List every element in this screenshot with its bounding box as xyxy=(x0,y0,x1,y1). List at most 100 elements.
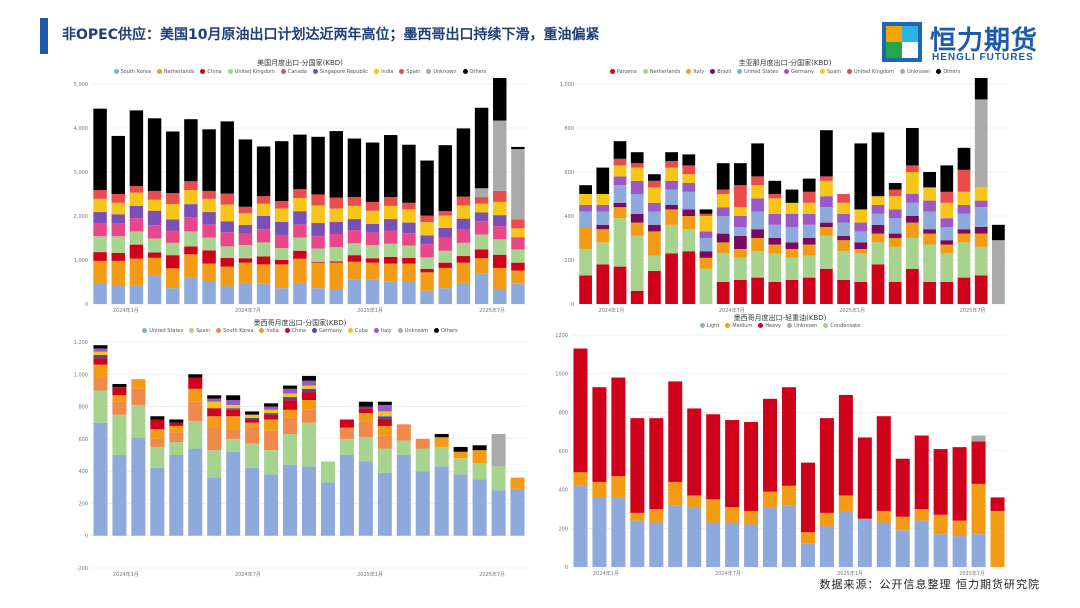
y-tick-label: 0 xyxy=(85,302,88,308)
bar-segment xyxy=(974,246,988,276)
bar-segment xyxy=(384,197,398,206)
legend-label: United States xyxy=(149,328,184,334)
legend-label: Germany xyxy=(318,328,342,334)
bar-segment xyxy=(293,250,307,259)
bar-segment xyxy=(895,530,910,567)
bar-segment xyxy=(630,418,645,513)
bar-segment xyxy=(131,404,146,438)
legend-item: Singapore Republic xyxy=(312,69,368,75)
legend-swatch xyxy=(399,69,405,74)
bar-segment xyxy=(147,252,162,258)
bar-segment xyxy=(311,261,325,263)
bar-segment xyxy=(93,351,108,355)
bar-segment xyxy=(438,145,452,212)
bar-segment xyxy=(275,260,289,265)
bar-segment xyxy=(906,216,919,223)
y-tick-label: 400 xyxy=(564,214,574,220)
bar-segment xyxy=(438,227,452,238)
bar-segment xyxy=(971,441,986,484)
bar-segment xyxy=(952,447,967,521)
bar-segment xyxy=(630,512,645,521)
x-tick-label: 2025年7月 xyxy=(959,570,985,577)
bar-segment xyxy=(630,167,644,181)
bar-segment xyxy=(573,472,588,486)
bar-segment xyxy=(781,505,797,567)
bar-segment xyxy=(111,214,125,224)
bar-segment xyxy=(493,267,507,290)
bar-segment xyxy=(596,224,610,230)
bar-segment xyxy=(150,438,165,447)
bar-segment xyxy=(630,213,644,223)
bar-segment xyxy=(420,244,434,258)
bar-segment xyxy=(511,219,525,229)
bar-segment xyxy=(668,481,683,506)
bar-segment xyxy=(734,257,747,280)
legend-item: Medium xyxy=(725,323,752,329)
legend-item: India xyxy=(259,328,279,334)
bar-segment xyxy=(438,211,452,216)
bar-segment xyxy=(871,205,885,214)
bar-segment xyxy=(751,198,764,212)
bar-segment xyxy=(952,520,967,537)
bar-segment xyxy=(906,238,919,269)
bar-segment xyxy=(166,193,180,205)
page-title: 非OPEC供应：美国10月原油出口计划达近两年高位；墨西哥出口持续下滑，重油偏紧 xyxy=(62,27,600,43)
bar-segment xyxy=(648,255,661,271)
bar-segment xyxy=(453,474,468,536)
legend-swatch xyxy=(284,328,290,333)
bar-segment xyxy=(493,215,507,227)
bar-segment xyxy=(613,141,627,159)
bar-segment xyxy=(923,187,936,201)
bar-segment xyxy=(456,262,471,283)
bar-segment xyxy=(131,379,146,389)
legend-label: Others xyxy=(943,69,961,75)
legend-label: Italy xyxy=(380,328,392,334)
bar-segment xyxy=(358,421,373,438)
y-tick-label: 2,000 xyxy=(74,214,88,220)
y-tick-label: 800 xyxy=(564,126,574,132)
legend-swatch xyxy=(216,328,222,333)
bar-segment xyxy=(402,202,416,210)
bar-segment xyxy=(301,466,317,536)
bar-segment xyxy=(511,270,525,284)
bar-segment xyxy=(820,196,833,208)
x-tick-label: 2025年1月 xyxy=(357,571,383,578)
bar-segment xyxy=(785,202,799,214)
bar-segment xyxy=(111,194,125,203)
bar-segment xyxy=(256,283,271,304)
y-tick-label: 600 xyxy=(564,170,574,176)
bar-segment xyxy=(438,262,452,268)
bar-segment xyxy=(819,418,834,513)
bar-segment xyxy=(974,233,988,247)
bar-segment xyxy=(716,242,730,254)
legend-swatch xyxy=(936,69,942,74)
bar-segment xyxy=(402,209,416,223)
bar-segment xyxy=(238,245,253,259)
bar-segment xyxy=(184,246,198,255)
bar-segment xyxy=(264,406,279,410)
bar-segment xyxy=(238,206,253,214)
bar-segment xyxy=(150,467,165,536)
bar-segment xyxy=(472,463,487,480)
bar-segment xyxy=(971,534,986,567)
bar-segment xyxy=(716,253,730,282)
company-logo: 恒力期货 HENGLI FUTURES xyxy=(882,18,1062,64)
bar-segment xyxy=(751,277,764,304)
x-tick-label: 2025年1月 xyxy=(839,307,865,314)
bar-segment xyxy=(665,167,678,181)
bar-segment xyxy=(358,401,373,407)
legend-label: Netherlands xyxy=(163,69,195,75)
bar-segment xyxy=(347,138,362,198)
bar-segment xyxy=(785,257,799,280)
bar-segment xyxy=(876,510,891,523)
bar-segment xyxy=(854,231,868,243)
bar-segment xyxy=(184,181,198,191)
bar-segment xyxy=(202,224,216,238)
bar-segment xyxy=(716,194,730,208)
bar-segment xyxy=(396,455,411,536)
legend-item: Netherlands xyxy=(156,69,195,75)
legend-item: Others xyxy=(936,69,960,75)
bar-segment xyxy=(283,388,298,394)
legend-item: Netherlands xyxy=(642,69,680,75)
bar-segment xyxy=(491,490,506,536)
